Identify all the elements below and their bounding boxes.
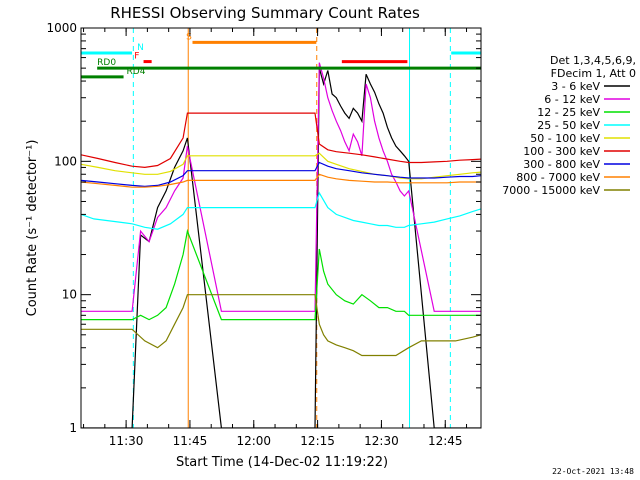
legend-label-25-50-kev: 25 - 50 keV — [537, 119, 600, 132]
series-800-7000-kev — [81, 173, 481, 188]
series-6-12-kev — [81, 62, 481, 312]
y-tick-label: 1000 — [46, 21, 77, 35]
x-tick-label: 12:30 — [364, 434, 399, 448]
legend-label-7000-15000-kev: 7000 - 15000 keV — [502, 184, 600, 197]
annotation-label-rd4: RD4 — [127, 67, 146, 77]
series-25-50-kev — [81, 191, 481, 230]
annotation-label-s: S — [186, 32, 192, 42]
y-tick-label: 10 — [62, 288, 77, 302]
annotation-label-rd0: RD0 — [97, 58, 116, 68]
time-markers — [81, 28, 451, 428]
x-tick-label: 11:45 — [173, 434, 208, 448]
x-tick-label: 11:30 — [109, 434, 144, 448]
legend-label-800-7000-kev: 800 - 7000 keV — [516, 171, 600, 184]
series-3-6-kev — [81, 67, 481, 428]
series-7000-15000-kev — [81, 294, 481, 357]
annotation-bars: NF S RD0 RD4 — [81, 32, 481, 79]
plot-frame — [80, 27, 482, 429]
legend-label-300-800-kev: 300 - 800 keV — [523, 158, 600, 171]
legend-label-100-300-kev: 100 - 300 keV — [523, 145, 600, 158]
legend-label-6-12-kev: 6 - 12 keV — [544, 93, 600, 106]
x-tick-label: 12:00 — [236, 434, 271, 448]
annotation-label-f: F — [134, 52, 139, 62]
y-axis: 1 10 100 1000 — [46, 21, 481, 435]
x-tick-label: 12:15 — [300, 434, 335, 448]
series-layer — [81, 62, 481, 428]
legend-header-0: Det 1,3,4,5,6,9, — [550, 54, 636, 67]
legend: Det 1,3,4,5,6,9,FDecim 1, Att 03 - 6 keV… — [502, 54, 636, 197]
x-tick-label: 12:45 — [428, 434, 463, 448]
chart-title: RHESSI Observing Summary Count Rates — [110, 4, 420, 22]
series-300-800-kev — [81, 161, 481, 187]
legend-label-50-100-kev: 50 - 100 keV — [530, 132, 600, 145]
x-axis: 11:30 11:45 12:00 12:15 12:30 12:45 — [83, 28, 468, 448]
series-12-25-kev — [81, 228, 481, 321]
legend-header-1: FDecim 1, Att 0 — [551, 67, 636, 80]
y-tick-label: 1 — [69, 421, 77, 435]
footer-timestamp: 22-Oct-2021 13:48 — [552, 467, 634, 476]
legend-label-3-6-kev: 3 - 6 keV — [551, 80, 600, 93]
series-50-100-kev — [81, 152, 481, 180]
legend-label-12-25-kev: 12 - 25 keV — [537, 106, 600, 119]
series-100-300-kev — [81, 112, 481, 169]
y-axis-label: Count Rate (s⁻¹ detector⁻¹) — [25, 140, 40, 317]
annotation-label-n: N — [137, 43, 144, 53]
x-axis-label: Start Time (14-Dec-02 11:19:22) — [176, 455, 388, 470]
y-tick-label: 100 — [54, 154, 77, 168]
